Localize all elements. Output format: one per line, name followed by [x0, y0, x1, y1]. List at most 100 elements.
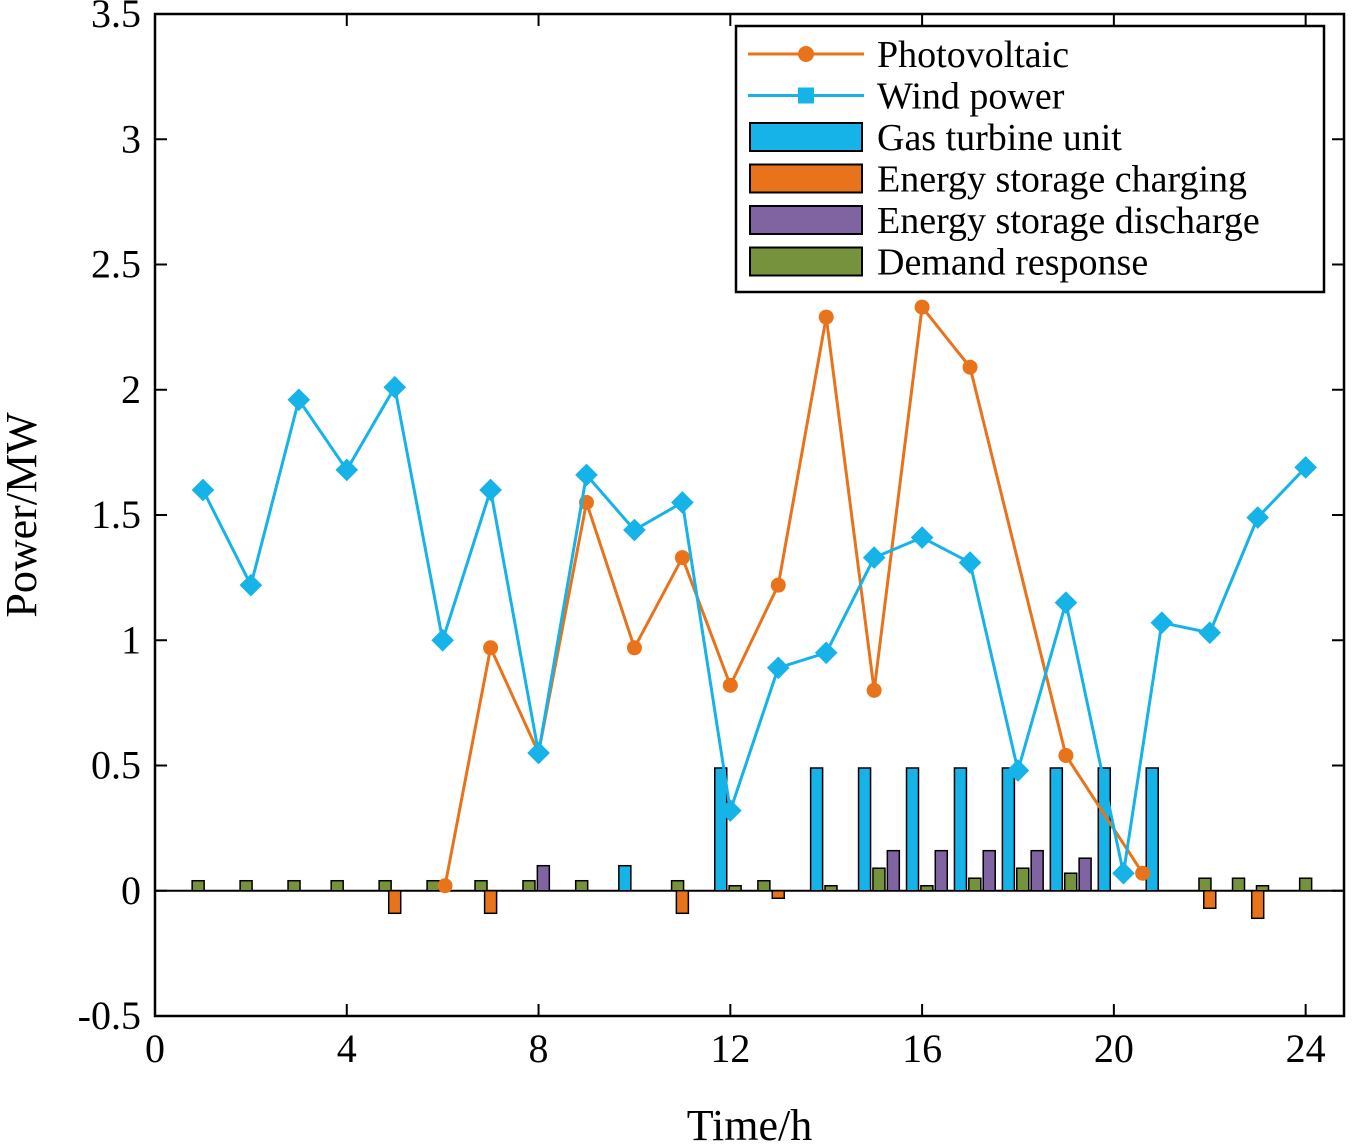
legend-swatch — [749, 122, 863, 152]
bar-demand-response — [474, 879, 488, 892]
bar-gas-turbine-unit — [618, 864, 632, 892]
x-tick-label: 0 — [145, 1026, 165, 1071]
bar-gas-turbine-unit — [1001, 767, 1016, 892]
bar-demand-response — [824, 884, 838, 892]
y-tick-label: 3.5 — [91, 0, 141, 36]
point-photovoltaic — [674, 550, 690, 566]
bar-demand-response — [191, 879, 205, 892]
bar-energy-storage-charging — [483, 890, 498, 915]
point-wind-power — [1054, 591, 1078, 614]
bar-demand-response — [522, 879, 536, 892]
point-photovoltaic — [1058, 747, 1074, 763]
y-tick-label: 0 — [121, 868, 141, 913]
point-wind-power — [335, 458, 359, 482]
point-wind-power — [766, 656, 790, 680]
point-photovoltaic — [914, 299, 930, 315]
point-photovoltaic — [818, 309, 834, 325]
point-wind-power — [527, 741, 550, 765]
point-wind-power — [958, 551, 982, 574]
bar-energy-storage-charging — [771, 890, 786, 900]
line-wind-power — [201, 383, 1307, 874]
bar-demand-response — [1255, 884, 1270, 892]
x-tick-label: 12 — [710, 1026, 750, 1071]
point-wind-power — [191, 478, 215, 502]
point-wind-power — [1006, 759, 1030, 782]
legend-swatch — [749, 163, 863, 194]
bar-energy-storage-charging — [1203, 890, 1217, 910]
bars — [191, 767, 1313, 920]
bar-demand-response — [330, 879, 344, 892]
bar-demand-response — [574, 879, 589, 892]
y-tick-label: -0.5 — [78, 993, 141, 1038]
bar-demand-response — [872, 867, 886, 892]
bar-gas-turbine-unit — [809, 767, 824, 892]
bar-energy-storage-discharge — [886, 849, 901, 892]
point-wind-power — [1246, 506, 1270, 529]
point-photovoltaic — [962, 359, 978, 375]
point-wind-power — [431, 628, 454, 652]
y-axis-title: Power/MW — [0, 412, 46, 618]
legend-marker — [798, 46, 814, 62]
legend-swatch — [749, 205, 863, 235]
bar-demand-response — [287, 879, 301, 892]
line-photovoltaic — [443, 303, 1144, 887]
bar-energy-storage-discharge — [1078, 857, 1092, 892]
bar-demand-response — [1231, 877, 1246, 892]
point-wind-power — [1112, 861, 1135, 885]
legend-label: Gas turbine unit — [877, 117, 1122, 159]
bar-demand-response — [920, 884, 934, 892]
point-wind-power — [1150, 611, 1174, 635]
bar-energy-storage-discharge — [1030, 849, 1044, 892]
bar-demand-response — [239, 879, 253, 892]
ticks: -0.500.511.522.533.50 4 8 12 16 20 24 — [78, 0, 1344, 1071]
bar-demand-response — [670, 879, 685, 892]
point-photovoltaic — [722, 677, 738, 693]
y-tick-label: 2.5 — [91, 242, 141, 287]
legend-label: Energy storage discharge — [877, 200, 1260, 242]
bar-gas-turbine-unit — [953, 767, 968, 892]
bar-gas-turbine-unit — [713, 767, 728, 892]
point-photovoltaic — [770, 577, 786, 593]
bar-energy-storage-discharge — [934, 849, 949, 892]
x-axis-title: Time/h — [687, 1101, 813, 1144]
bar-demand-response — [757, 879, 771, 892]
bar-demand-response — [1298, 877, 1313, 892]
bar-demand-response — [426, 879, 440, 892]
legend-label: Wind power — [877, 76, 1065, 118]
x-tick-label: 16 — [902, 1026, 942, 1071]
point-wind-power — [814, 641, 838, 665]
point-wind-power — [479, 478, 502, 502]
x-tick-label: 24 — [1286, 1026, 1326, 1071]
point-wind-power — [1198, 621, 1222, 645]
bar-demand-response — [968, 877, 982, 892]
bar-gas-turbine-unit — [905, 767, 920, 892]
bar-demand-response — [378, 879, 392, 892]
bar-demand-response — [1063, 872, 1078, 892]
point-wind-power — [862, 546, 886, 569]
point-wind-power — [383, 375, 407, 399]
y-tick-label: 3 — [121, 116, 141, 161]
bar-gas-turbine-unit — [857, 767, 872, 892]
lines — [191, 299, 1317, 894]
point-wind-power — [1294, 456, 1317, 479]
legend-label: Energy storage charging — [877, 159, 1247, 201]
point-wind-power — [287, 388, 311, 412]
point-photovoltaic — [483, 640, 499, 656]
legend-swatch — [749, 246, 863, 277]
bar-energy-storage-discharge — [982, 849, 996, 892]
point-photovoltaic — [437, 878, 453, 894]
point-photovoltaic — [866, 682, 882, 698]
bar-demand-response — [1016, 867, 1030, 892]
point-wind-power — [623, 518, 646, 542]
bar-gas-turbine-unit — [1145, 767, 1159, 892]
y-tick-label: 1 — [121, 617, 141, 662]
legend-label: Demand response — [877, 242, 1148, 284]
bar-demand-response — [728, 884, 742, 892]
bar-demand-response — [1198, 877, 1212, 892]
bar-energy-storage-charging — [1250, 890, 1265, 920]
point-wind-power — [719, 799, 742, 822]
point-photovoltaic — [1135, 865, 1151, 881]
x-tick-label: 4 — [337, 1026, 357, 1071]
